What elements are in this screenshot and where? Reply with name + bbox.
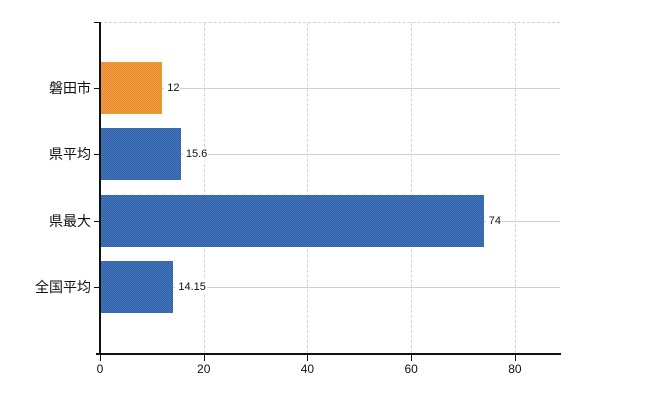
bar bbox=[100, 260, 174, 313]
x-axis-tick bbox=[203, 355, 205, 361]
bar-value-label: 14.15 bbox=[175, 279, 207, 294]
bar bbox=[100, 194, 484, 247]
x-gridline bbox=[203, 23, 205, 353]
x-tick-label: 0 bbox=[96, 362, 104, 376]
y-axis-tick bbox=[94, 286, 100, 288]
category-label: 磐田市 bbox=[49, 80, 91, 97]
x-axis-tick bbox=[514, 355, 516, 361]
x-axis-tick bbox=[411, 355, 413, 361]
y-gridline bbox=[100, 286, 560, 288]
category-label: 県最大 bbox=[49, 212, 91, 229]
y-axis-tick bbox=[94, 220, 100, 222]
x-gridline bbox=[411, 23, 413, 353]
x-axis-tick bbox=[100, 355, 101, 361]
y-axis-tick bbox=[94, 154, 100, 156]
y-axis-tick bbox=[94, 88, 100, 90]
bar-value-label: 15.6 bbox=[182, 147, 209, 162]
bar bbox=[100, 128, 181, 181]
x-gridline bbox=[514, 23, 516, 353]
plot-top-border bbox=[94, 22, 560, 23]
x-tick-label: 80 bbox=[508, 362, 522, 376]
y-gridline bbox=[100, 154, 560, 156]
x-gridline bbox=[307, 23, 309, 353]
x-axis-line bbox=[96, 353, 561, 355]
bar-value-label: 12 bbox=[164, 81, 181, 96]
category-label: 全国平均 bbox=[35, 278, 91, 295]
category-label: 県平均 bbox=[49, 146, 91, 163]
bar-value-label: 74 bbox=[485, 213, 502, 228]
x-tick-label: 40 bbox=[300, 362, 315, 376]
y-axis-end-tick bbox=[94, 22, 100, 23]
x-tick-label: 20 bbox=[197, 362, 211, 376]
x-axis-tick bbox=[307, 355, 309, 361]
y-gridline bbox=[100, 88, 560, 90]
x-tick-label: 60 bbox=[404, 362, 418, 376]
y-axis-line bbox=[99, 22, 101, 354]
bar bbox=[100, 62, 163, 115]
